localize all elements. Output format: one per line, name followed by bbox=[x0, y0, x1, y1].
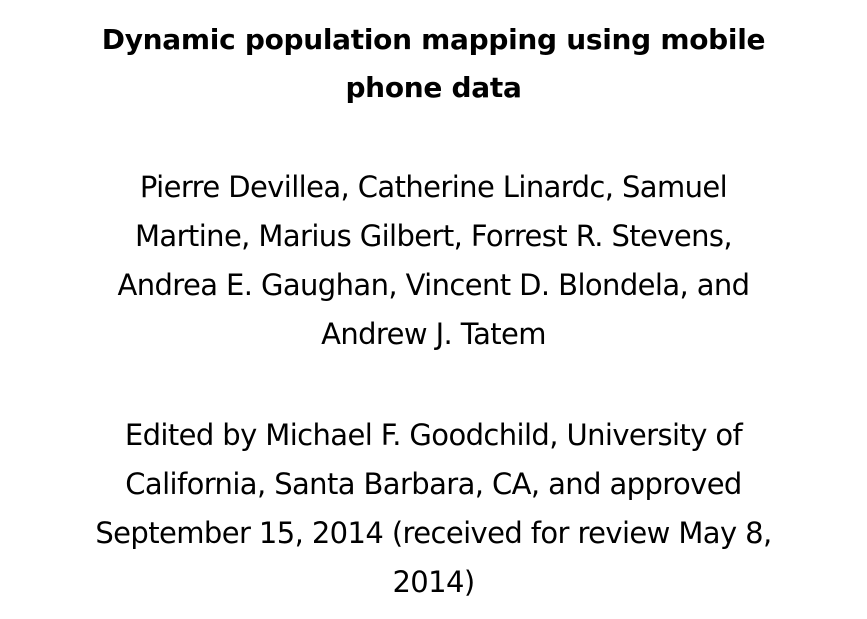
editor-line: 2014) bbox=[392, 565, 475, 599]
author-line: Andrea E. Gaughan, Vincent D. Blondela, … bbox=[117, 268, 750, 302]
editor-line: Edited by Michael F. Goodchild, Universi… bbox=[124, 418, 743, 452]
author-line: Martine, Marius Gilbert, Forrest R. Stev… bbox=[135, 219, 733, 253]
editor-line: California, Santa Barbara, CA, and appro… bbox=[125, 467, 742, 501]
editor-line: September 15, 2014 (received for review … bbox=[95, 516, 772, 550]
author-line: Andrew J. Tatem bbox=[321, 317, 546, 351]
title-line: Dynamic population mapping using mobile bbox=[101, 23, 766, 56]
author-line: Pierre Devillea, Catherine Linardc, Samu… bbox=[139, 170, 728, 204]
title-line: phone data bbox=[345, 71, 522, 104]
